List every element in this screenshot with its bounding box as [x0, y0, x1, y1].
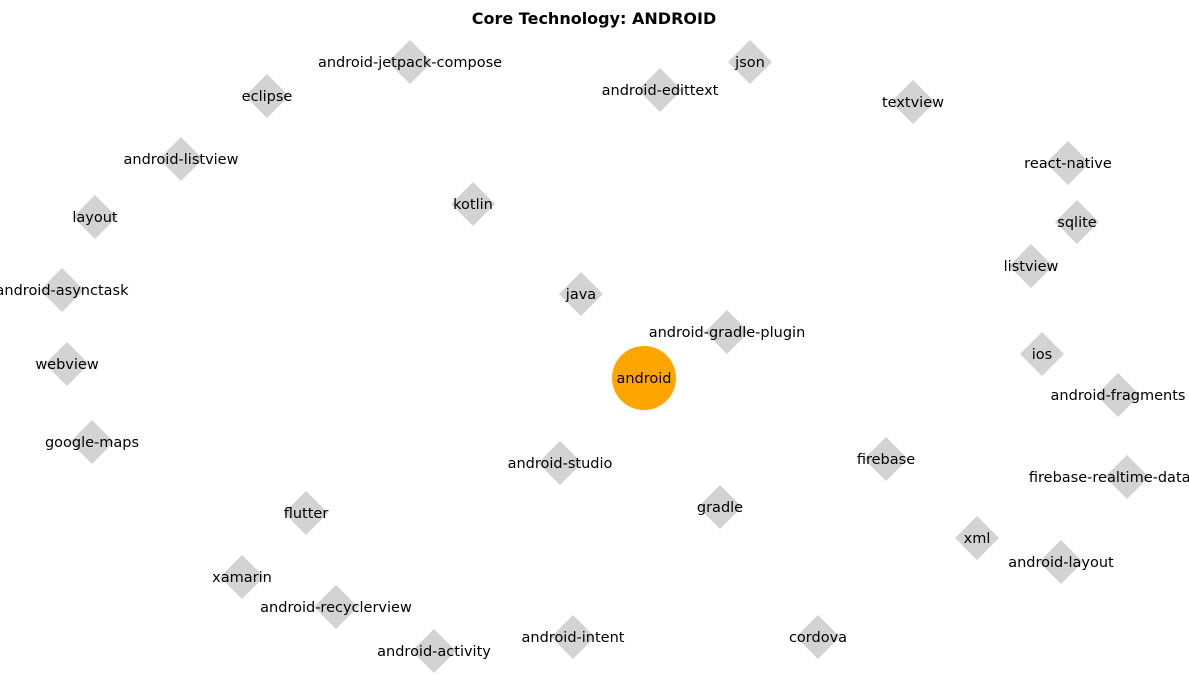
node-label-eclipse: eclipse: [242, 89, 293, 105]
node-label-android-intent: android-intent: [522, 630, 625, 646]
node-diamond-java: [559, 272, 603, 316]
node-label-android-gradle-plugin: android-gradle-plugin: [649, 325, 806, 341]
node-diamond-xml: [955, 516, 999, 560]
node-label-android-asynctask: android-asynctask: [0, 283, 129, 299]
node-label-android-activity: android-activity: [377, 644, 491, 660]
node-diamond-android-activity: [412, 629, 456, 673]
node-label-android-jetpack-compose: android-jetpack-compose: [318, 55, 502, 71]
node-label-listview: listview: [1004, 259, 1059, 275]
node-label-android-listview: android-listview: [124, 152, 239, 168]
node-diamond-android-jetpack-compose: [388, 40, 432, 84]
node-diamond-android-recyclerview: [314, 585, 358, 629]
node-diamond-firebase: [864, 437, 908, 481]
node-diamond-android-fragments: [1096, 373, 1140, 417]
node-label-layout: layout: [72, 210, 118, 226]
node-diamond-android-asynctask: [40, 268, 84, 312]
center-layer: android: [612, 346, 676, 410]
node-label-firebase-realtime-database: firebase-realtime-database: [1029, 470, 1189, 486]
node-label-sqlite: sqlite: [1057, 215, 1097, 231]
node-label-react-native: react-native: [1024, 156, 1112, 172]
node-diamond-listview: [1009, 244, 1053, 288]
node-diamond-kotlin: [451, 182, 495, 226]
node-diamond-android-edittext: [638, 68, 682, 112]
node-diamond-textview: [891, 80, 935, 124]
node-label-ios: ios: [1032, 347, 1052, 363]
node-label-android-recyclerview: android-recyclerview: [260, 600, 412, 616]
node-label-cordova: cordova: [789, 630, 847, 646]
node-label-java: java: [565, 287, 596, 303]
node-diamond-android-studio: [538, 441, 582, 485]
node-diamond-android-gradle-plugin: [705, 310, 749, 354]
node-label-google-maps: google-maps: [45, 435, 139, 451]
node-diamond-xamarin: [220, 555, 264, 599]
graph-title: Core Technology: ANDROID: [472, 9, 716, 28]
node-label-xamarin: xamarin: [212, 570, 272, 586]
node-diamond-flutter: [284, 491, 328, 535]
node-diamond-sqlite: [1055, 200, 1099, 244]
node-diamond-layout: [73, 195, 117, 239]
node-diamond-android-intent: [551, 615, 595, 659]
node-diamond-react-native: [1046, 141, 1090, 185]
node-label-firebase: firebase: [857, 452, 915, 468]
node-label-xml: xml: [964, 531, 991, 547]
node-diamond-eclipse: [245, 74, 289, 118]
node-diamond-google-maps: [70, 420, 114, 464]
node-label-json: json: [734, 55, 765, 71]
node-label-android-layout: android-layout: [1008, 555, 1114, 571]
nodes-layer: android-jetpack-compose json eclipse androi…: [0, 40, 1189, 673]
node-label-textview: textview: [882, 95, 944, 111]
node-diamond-webview: [45, 342, 89, 386]
node-diamond-json: [728, 40, 772, 84]
node-label-kotlin: kotlin: [453, 197, 493, 213]
node-label-gradle: gradle: [697, 500, 743, 516]
node-diamond-cordova: [796, 615, 840, 659]
center-node-circle: [612, 346, 676, 410]
node-label-android-studio: android-studio: [508, 456, 613, 472]
node-diamond-firebase-realtime-database: [1105, 455, 1149, 499]
node-diamond-ios: [1020, 332, 1064, 376]
node-diamond-android-listview: [159, 137, 203, 181]
node-label-android-fragments: android-fragments: [1051, 388, 1186, 404]
node-diamond-android-layout: [1039, 540, 1083, 584]
center-node-label: android: [616, 371, 671, 387]
node-label-webview: webview: [35, 357, 99, 373]
node-label-flutter: flutter: [284, 506, 329, 522]
node-diamond-gradle: [698, 485, 742, 529]
node-label-android-edittext: android-edittext: [602, 83, 719, 99]
